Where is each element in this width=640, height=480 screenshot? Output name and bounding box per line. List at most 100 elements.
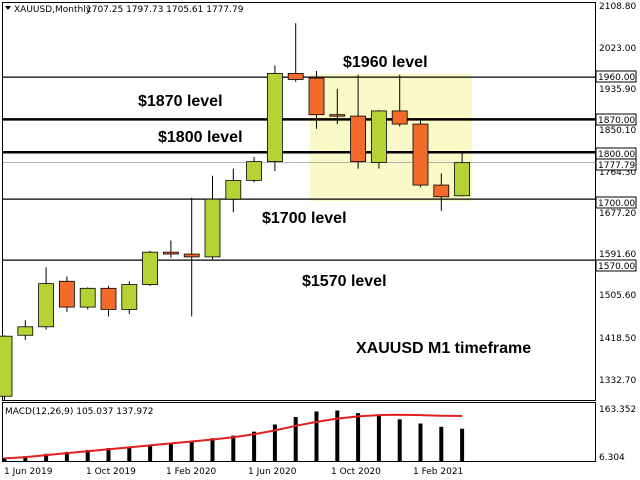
candle [391, 74, 408, 127]
time-tick: 1 Feb 2021 [413, 467, 463, 477]
candle [246, 156, 263, 183]
macd-bar [252, 431, 257, 461]
collapse-triangle-icon[interactable] [5, 6, 11, 10]
candle [454, 153, 471, 197]
price-tick: 1505.60 [599, 291, 636, 301]
symbol-label: XAUUSD,Monthly [14, 5, 92, 15]
macd-bar [335, 410, 340, 461]
level-annotations: $1960 level $1870 level $1800 level $170… [138, 54, 531, 357]
main-plot-frame [2, 2, 596, 401]
macd-bar [168, 442, 173, 461]
level-lines [3, 76, 596, 261]
macd-bar [397, 419, 402, 461]
time-tick: 1 Oct 2019 [86, 467, 136, 477]
level-tag-box [595, 259, 637, 272]
macd-bar [44, 453, 49, 461]
macd-plot-frame [2, 402, 596, 462]
candle-body [266, 72, 283, 163]
candle [121, 281, 138, 315]
candle [79, 287, 96, 310]
candle-body [412, 123, 429, 186]
candle [17, 320, 34, 340]
price-tick: 1764.30 [599, 168, 636, 178]
time-tick: 1 Feb 2020 [166, 467, 217, 477]
macd-bar [356, 413, 361, 461]
candle-body [329, 114, 346, 117]
level-tag-box [595, 113, 637, 126]
candle [142, 250, 159, 286]
macd-bar [2, 457, 7, 461]
header: XAUUSD,Monthly 1707.25 1797.73 1705.61 1… [5, 5, 244, 15]
price-tick: 1418.50 [599, 334, 636, 344]
candle [370, 109, 387, 169]
candle [59, 276, 75, 312]
level-tag-1570: 1570.00 [598, 262, 635, 272]
macd-bar [293, 417, 298, 461]
candle-body [100, 287, 117, 310]
candle-body [142, 251, 159, 285]
candle-body [391, 110, 408, 125]
macd-bar [210, 438, 215, 461]
candle [162, 240, 179, 258]
level-tag-1700: 1700.00 [598, 199, 635, 209]
candle-body [308, 77, 325, 116]
candle-body [246, 161, 263, 181]
candle-body [350, 115, 367, 163]
candle [0, 335, 13, 401]
level-tag-1800: 1800.00 [598, 150, 635, 160]
macd-bar [272, 424, 277, 461]
macd-bar [148, 444, 153, 461]
price-tick: 1332.70 [599, 376, 636, 386]
price-tick: 1935.90 [599, 85, 636, 95]
price-tick: 1591.60 [599, 250, 636, 260]
timeframe-annotation: XAUUSD M1 timeframe [356, 340, 531, 357]
candle-body [162, 251, 179, 255]
candle [308, 71, 325, 129]
candle-body [121, 284, 138, 310]
candle-body [59, 280, 75, 308]
candle [225, 168, 242, 213]
level-tag-box [595, 70, 637, 83]
candles [0, 23, 471, 401]
candle [183, 197, 200, 317]
level-tag-box [595, 196, 637, 209]
macd-signal-line [4, 413, 463, 460]
candle [266, 65, 283, 171]
annotation-1700: $1700 level [262, 210, 347, 227]
candle-body [183, 253, 200, 258]
macd-bar [23, 456, 28, 461]
macd-bar [189, 440, 194, 461]
candle-body [370, 110, 387, 163]
candle-body [204, 198, 221, 258]
candle [38, 267, 54, 330]
candle [204, 175, 221, 260]
consolidation-zone [310, 74, 472, 201]
price-tick: 2023.00 [599, 44, 636, 54]
price-tick: 1677.20 [599, 209, 636, 219]
macd-bar [85, 449, 90, 461]
level-tag-1870: 1870.00 [598, 116, 635, 126]
annotation-1960: $1960 level [343, 54, 428, 71]
candle-body [225, 179, 242, 200]
candle [350, 74, 367, 169]
candle-body [38, 283, 54, 328]
macd-scale-bottom: 6.304 [599, 453, 625, 463]
time-axis: 1 Jun 2019 1 Oct 2019 1 Feb 2020 1 Jun 2… [4, 467, 463, 477]
time-tick: 1 Jun 2019 [4, 467, 53, 477]
candle [100, 285, 117, 317]
candle [287, 23, 304, 82]
macd-bar [64, 451, 69, 461]
ohlc-label: 1707.25 1797.73 1705.61 1777.79 [86, 5, 244, 15]
macd-bar [127, 446, 132, 461]
macd-bars [2, 410, 465, 461]
price-scale: 2108.80 2023.00 1935.90 1850.10 1764.30 … [599, 2, 636, 386]
current-price-tag [595, 158, 637, 171]
annotation-1570: $1570 level [302, 273, 387, 290]
price-tick: 2108.80 [599, 2, 636, 12]
time-tick: 1 Oct 2020 [331, 467, 381, 477]
macd-bar [231, 435, 236, 461]
candle-body [454, 162, 471, 197]
time-tick: 1 Jun 2020 [248, 467, 297, 477]
macd-bar [106, 447, 111, 461]
